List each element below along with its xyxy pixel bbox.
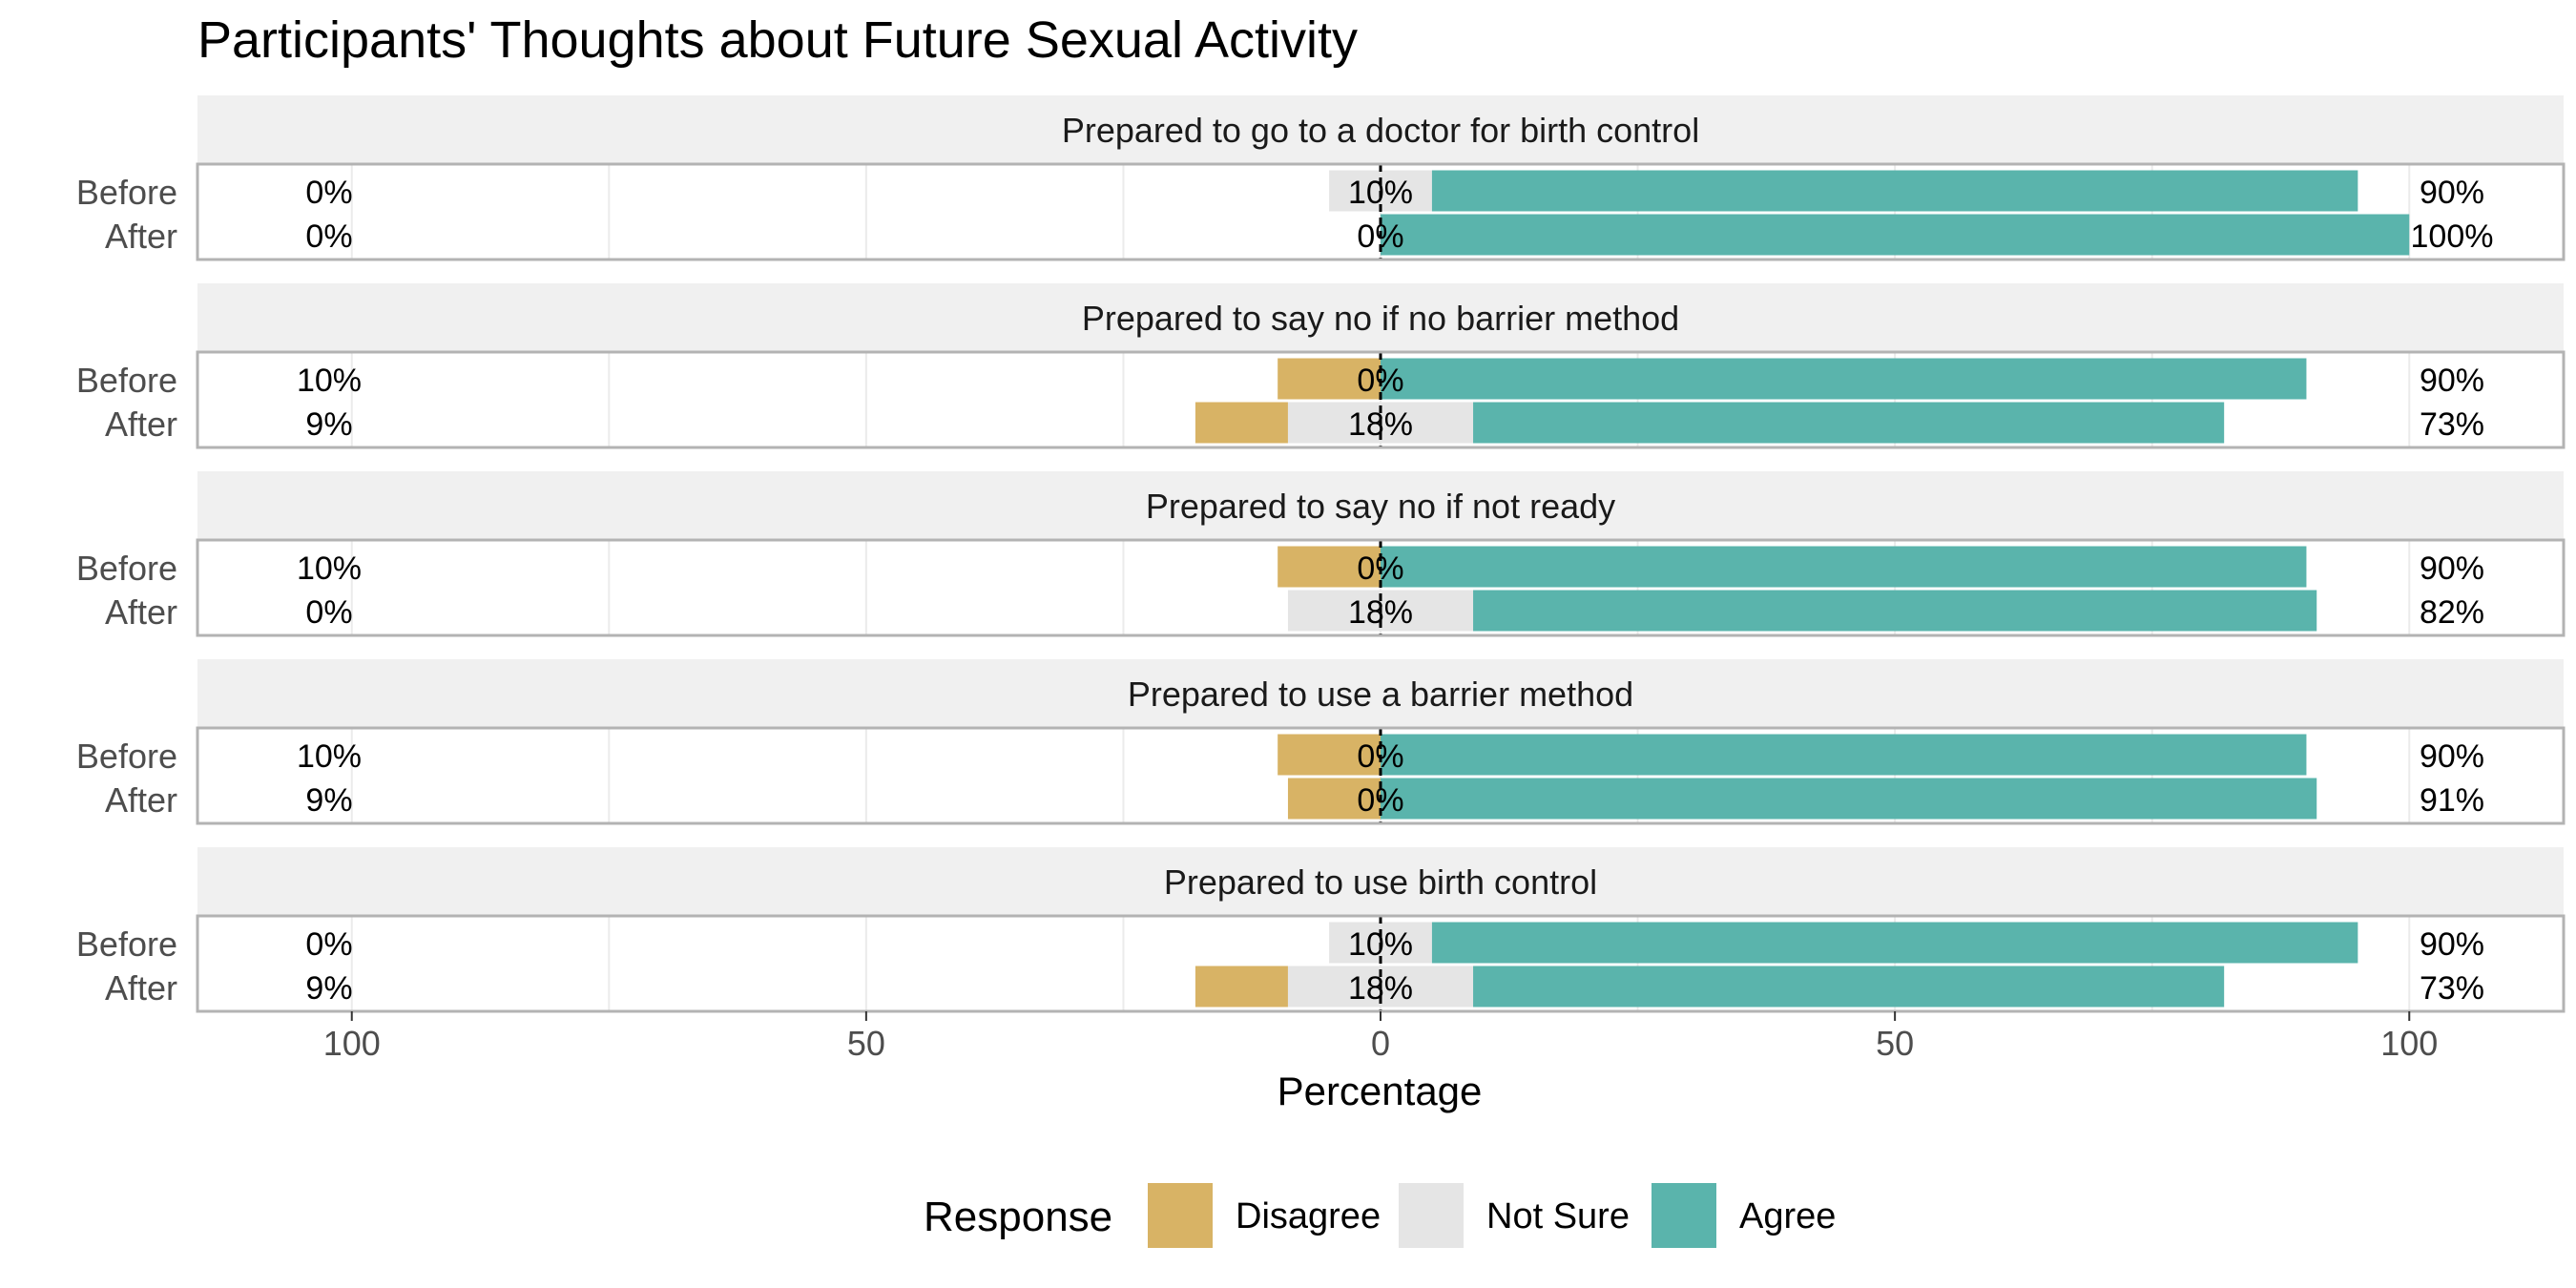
x-tick-label: 100 — [2380, 1024, 2438, 1063]
x-axis-title: Percentage — [1278, 1069, 1483, 1113]
label-disagree-pct: 0% — [305, 594, 352, 631]
label-disagree-pct: 9% — [305, 970, 352, 1007]
bar-agree — [1473, 966, 2225, 1008]
label-disagree-pct: 10% — [297, 363, 362, 399]
bar-agree — [1381, 778, 2317, 820]
panel-border — [196, 162, 2566, 261]
x-tick-label: 50 — [1876, 1024, 1914, 1063]
label-agree-pct: 73% — [2420, 406, 2484, 443]
facet-strip — [197, 283, 2564, 352]
y-tick-label: After — [105, 217, 177, 256]
label-disagree-pct: 10% — [297, 551, 362, 587]
bar-agree — [1431, 170, 2358, 212]
bar-agree — [1473, 590, 2317, 632]
legend-label-not-sure: Not Sure — [1486, 1196, 1630, 1236]
facet-panel: Prepared to say no if no barrier method B… — [76, 283, 2566, 449]
label-agree-pct: 90% — [2420, 175, 2484, 211]
panel-border — [196, 350, 2566, 449]
x-axis: 100 50 0 50 100 — [323, 1011, 2438, 1063]
label-disagree-pct: 10% — [297, 738, 362, 775]
panel-border — [196, 726, 2566, 825]
label-agree-pct: 100% — [2411, 218, 2494, 255]
legend-items: Disagree Not Sure Agree — [1148, 1183, 1836, 1248]
label-disagree-pct: 9% — [305, 406, 352, 443]
legend: Response Disagree Not Sure Agree — [924, 1183, 1836, 1248]
legend-swatch-disagree — [1148, 1183, 1213, 1248]
facet-title: Prepared to use a barrier method — [1128, 675, 1633, 714]
label-agree-pct: 90% — [2420, 926, 2484, 963]
bar-disagree — [1278, 358, 1381, 400]
facet-strip — [197, 95, 2564, 164]
chart-title: Participants' Thoughts about Future Sexu… — [197, 11, 1358, 69]
panel-border — [196, 538, 2566, 637]
chart-panels: Prepared to go to a doctor for birth con… — [76, 95, 2566, 1013]
bar-disagree — [1278, 546, 1381, 588]
y-tick-label: Before — [76, 737, 177, 776]
y-tick-label: Before — [76, 924, 177, 964]
legend-label-agree: Agree — [1739, 1196, 1836, 1236]
facet-panel: Prepared to use a barrier method Before 10… — [76, 659, 2566, 825]
facet-title: Prepared to use birth control — [1164, 862, 1597, 902]
legend-swatch-not-sure — [1399, 1183, 1464, 1248]
label-disagree-pct: 0% — [305, 175, 352, 211]
facet-title: Prepared to say no if no barrier method — [1082, 299, 1679, 338]
bar-agree — [1473, 402, 2225, 444]
facet-strip — [197, 659, 2564, 728]
legend-swatch-agree — [1652, 1183, 1716, 1248]
bar-agree — [1431, 922, 2358, 964]
y-tick-label: After — [105, 405, 177, 444]
label-agree-pct: 90% — [2420, 551, 2484, 587]
bar-disagree — [1278, 734, 1381, 776]
bar-agree — [1381, 358, 2307, 400]
label-agree-pct: 82% — [2420, 594, 2484, 631]
x-tick-label: 100 — [323, 1024, 381, 1063]
facet-title: Prepared to say no if not ready — [1146, 487, 1615, 526]
bar-agree — [1381, 214, 2410, 256]
bar-agree — [1381, 546, 2307, 588]
facet-strip — [197, 471, 2564, 540]
facet-title: Prepared to go to a doctor for birth con… — [1062, 111, 1699, 150]
bar-disagree — [1195, 966, 1288, 1008]
legend-label-disagree: Disagree — [1236, 1196, 1381, 1236]
label-agree-pct: 73% — [2420, 970, 2484, 1007]
bar-disagree — [1287, 778, 1381, 820]
label-agree-pct: 90% — [2420, 363, 2484, 399]
y-tick-label: Before — [76, 173, 177, 212]
x-tick-label: 0 — [1371, 1024, 1390, 1063]
y-tick-label: After — [105, 592, 177, 632]
label-agree-pct: 90% — [2420, 738, 2484, 775]
facet-panel: Prepared to go to a doctor for birth con… — [76, 95, 2566, 261]
y-tick-label: Before — [76, 361, 177, 400]
x-tick-label: 50 — [847, 1024, 885, 1063]
bar-disagree — [1195, 402, 1288, 444]
facet-panel: Prepared to say no if not ready Before 10%… — [76, 471, 2566, 637]
label-agree-pct: 91% — [2420, 782, 2484, 819]
bar-agree — [1381, 734, 2307, 776]
label-disagree-pct: 9% — [305, 782, 352, 819]
label-disagree-pct: 0% — [305, 218, 352, 255]
y-tick-label: After — [105, 780, 177, 820]
facet-strip — [197, 847, 2564, 916]
y-tick-label: After — [105, 968, 177, 1008]
y-tick-label: Before — [76, 549, 177, 588]
legend-title: Response — [924, 1194, 1112, 1240]
label-disagree-pct: 0% — [305, 926, 352, 963]
